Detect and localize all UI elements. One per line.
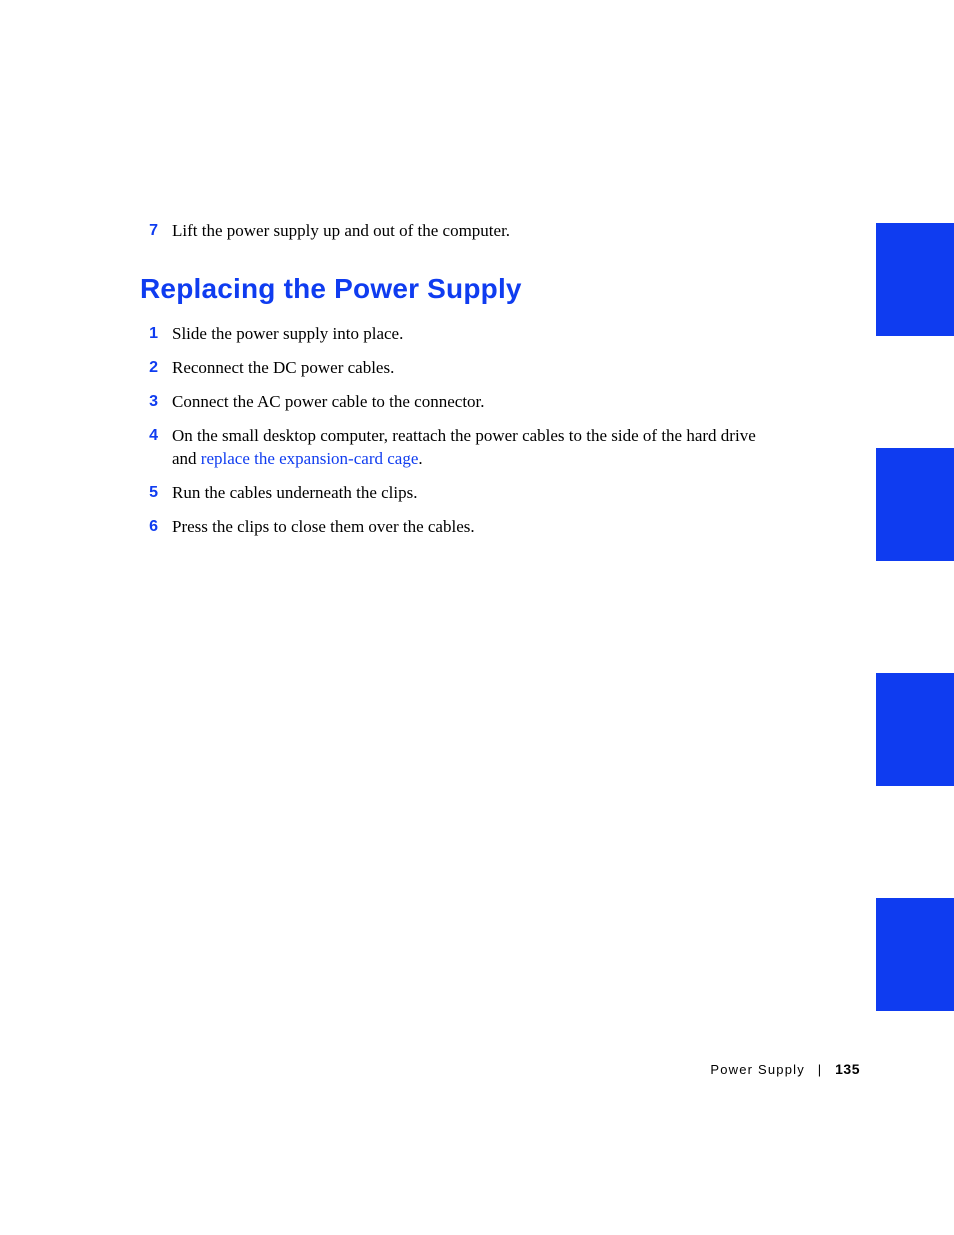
list-item: 6 Press the clips to close them over the… (140, 516, 780, 539)
step-text-part: . (418, 449, 422, 468)
list-item: 3 Connect the AC power cable to the conn… (140, 391, 780, 414)
step-number: 4 (140, 425, 172, 471)
section-tab (876, 448, 954, 561)
continued-steps-list: 7 Lift the power supply up and out of th… (140, 220, 780, 243)
step-text: Slide the power supply into place. (172, 323, 780, 346)
section-heading: Replacing the Power Supply (140, 273, 780, 305)
step-text: Reconnect the DC power cables. (172, 357, 780, 380)
page-footer: Power Supply | 135 (710, 1061, 860, 1077)
page-number: 135 (835, 1061, 860, 1077)
list-item: 4 On the small desktop computer, reattac… (140, 425, 780, 471)
list-item: 2 Reconnect the DC power cables. (140, 357, 780, 380)
list-item: 7 Lift the power supply up and out of th… (140, 220, 780, 243)
step-text: Press the clips to close them over the c… (172, 516, 780, 539)
step-text: Lift the power supply up and out of the … (172, 220, 780, 243)
step-number: 2 (140, 357, 172, 380)
steps-list: 1 Slide the power supply into place. 2 R… (140, 323, 780, 539)
step-number: 7 (140, 220, 172, 243)
list-item: 1 Slide the power supply into place. (140, 323, 780, 346)
document-page: 7 Lift the power supply up and out of th… (0, 0, 954, 1235)
section-tab (876, 898, 954, 1011)
section-tab (876, 223, 954, 336)
step-number: 5 (140, 482, 172, 505)
side-tabs (876, 0, 954, 1235)
step-number: 3 (140, 391, 172, 414)
step-number: 1 (140, 323, 172, 346)
page-content: 7 Lift the power supply up and out of th… (140, 220, 780, 550)
section-tab (876, 673, 954, 786)
step-number: 6 (140, 516, 172, 539)
footer-section-name: Power Supply (710, 1062, 805, 1077)
cross-reference-link[interactable]: replace the expansion-card cage (201, 449, 419, 468)
step-text: On the small desktop computer, reattach … (172, 425, 780, 471)
list-item: 5 Run the cables underneath the clips. (140, 482, 780, 505)
step-text: Run the cables underneath the clips. (172, 482, 780, 505)
footer-separator: | (818, 1062, 823, 1077)
step-text: Connect the AC power cable to the connec… (172, 391, 780, 414)
